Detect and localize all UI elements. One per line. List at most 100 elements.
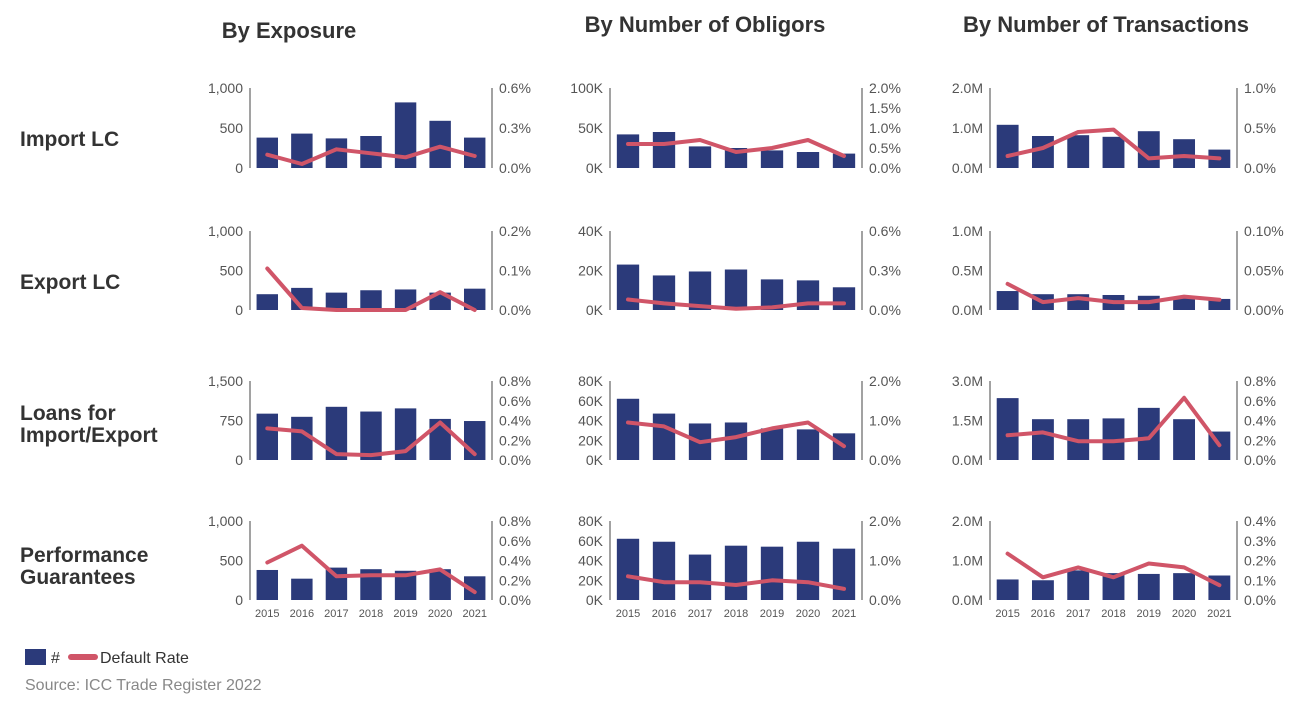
right-tick-label: 0.2% [1244, 553, 1276, 569]
bar-2018 [360, 411, 382, 460]
panel-export-lc-by-number-of-transactions: 0.0M 0.5M 1.0M 0.00% 0.05% 0.10% [952, 223, 1284, 318]
right-tick-label: 1.0% [1244, 80, 1276, 96]
bar-2020 [796, 152, 820, 168]
right-tick-label: 0.0% [499, 160, 531, 176]
left-tick-label: 0.0M [952, 452, 983, 468]
right-tick-label: 0.8% [1244, 373, 1276, 389]
right-tick-label: 0.0% [499, 302, 531, 318]
legend-bar-swatch [25, 649, 46, 665]
bar-2021 [463, 288, 486, 310]
right-tick-label: 2.0% [869, 513, 901, 529]
left-tick-label: 2.0M [952, 513, 983, 529]
bar-2021 [463, 576, 486, 600]
bar-2017 [1067, 570, 1090, 600]
x-tick-label-2019: 2019 [760, 608, 784, 620]
bar-2017 [325, 138, 348, 168]
panel-export-lc-by-exposure: 0 500 1,000 0.0% 0.1% 0.2% [208, 223, 531, 318]
left-tick-label: 0K [586, 302, 604, 318]
x-tick-label-2018: 2018 [359, 608, 383, 620]
bar-2021 [463, 137, 486, 168]
right-tick-label: 0.2% [499, 572, 531, 588]
right-tick-label: 0.2% [1244, 432, 1276, 448]
left-tick-label: 500 [220, 553, 244, 569]
bar-2016 [652, 132, 676, 168]
right-tick-label: 0.5% [869, 140, 901, 156]
panel-export-lc-by-number-of-obligors: 0K 20K 40K 0.0% 0.3% 0.6% [578, 223, 901, 318]
x-tick-label-2021: 2021 [462, 608, 486, 620]
left-tick-label: 0.0M [952, 160, 983, 176]
right-tick-label: 0.5% [1244, 120, 1276, 136]
bar-2015 [996, 398, 1019, 460]
right-tick-label: 0.1% [499, 263, 531, 279]
right-tick-label: 0.0% [1244, 592, 1276, 608]
row-label-loans-line1: Loans for [20, 402, 116, 425]
bar-2021 [1208, 298, 1231, 310]
right-tick-label: 0.0% [499, 592, 531, 608]
bar-2019 [1137, 407, 1160, 460]
right-tick-label: 0.1% [1244, 572, 1276, 588]
right-tick-label: 0.10% [1244, 223, 1284, 239]
left-tick-label: 1,000 [208, 513, 243, 529]
right-tick-label: 0.8% [499, 513, 531, 529]
bar-2020 [796, 541, 820, 600]
row-label-performance-line2: Guarantees [20, 566, 136, 589]
bar-2017 [325, 406, 348, 460]
bar-2019 [394, 102, 417, 168]
x-tick-label-2016: 2016 [1031, 608, 1055, 620]
left-tick-label: 1,000 [208, 80, 243, 96]
left-tick-label: 60K [578, 393, 604, 409]
left-tick-label: 0 [235, 160, 243, 176]
left-tick-label: 80K [578, 513, 604, 529]
bar-2016 [1031, 419, 1054, 460]
panel-loans-for-import-export-by-number-of-obligors: 0K 20K 40K 60K 80K 0.0% 1.0% 2.0% [578, 373, 901, 468]
right-tick-label: 0.4% [1244, 413, 1276, 429]
bar-2016 [291, 133, 313, 168]
panel-performance-guarantees-by-exposure: 0 500 1,000 0.0% 0.2% 0.4% 0.6% 0.8% 2015 2016 201… [208, 513, 531, 620]
bar-2020 [1173, 297, 1196, 310]
row-label-import-lc: Import LC [20, 128, 119, 151]
right-tick-label: 0.3% [1244, 533, 1276, 549]
left-tick-label: 60K [578, 533, 604, 549]
bar-2017 [325, 567, 348, 600]
bar-2017 [1067, 135, 1090, 168]
panel-import-lc-by-number-of-transactions: 0.0M 1.0M 2.0M 0.0% 0.5% 1.0% [952, 80, 1276, 176]
bar-2015 [996, 579, 1019, 600]
right-tick-label: 0.0% [499, 452, 531, 468]
x-tick-label-2017: 2017 [324, 608, 348, 620]
bar-2016 [291, 416, 313, 460]
row-label-loans-line2: Import/Export [20, 424, 158, 447]
right-tick-label: 0.00% [1244, 302, 1284, 318]
x-tick-label-2021: 2021 [832, 608, 856, 620]
x-tick-label-2021: 2021 [1207, 608, 1231, 620]
bar-2015 [616, 538, 640, 600]
right-tick-label: 0.6% [869, 223, 901, 239]
x-tick-label-2019: 2019 [1137, 608, 1161, 620]
right-tick-label: 1.0% [869, 120, 901, 136]
left-tick-label: 40K [578, 223, 604, 239]
bar-2017 [688, 271, 712, 310]
bar-2021 [832, 287, 856, 310]
x-tick-label-2017: 2017 [688, 608, 712, 620]
right-tick-label: 1.5% [869, 100, 901, 116]
bar-2016 [652, 541, 676, 600]
panel-performance-guarantees-by-number-of-transactions: 0.0M 1.0M 2.0M 0.0% 0.1% 0.2% 0.3% 0.4% 2015 2016… [952, 513, 1276, 620]
legend-bar-label: # [51, 650, 60, 667]
bar-2016 [1031, 580, 1054, 600]
column-title-transactions: By Number of Transactions [963, 12, 1249, 37]
column-title-exposure: By Exposure [222, 18, 357, 43]
x-tick-label-2017: 2017 [1066, 608, 1090, 620]
left-tick-label: 20K [578, 572, 604, 588]
bar-2015 [256, 413, 279, 460]
bar-2018 [360, 290, 382, 310]
bar-2020 [1173, 419, 1196, 460]
left-tick-label: 0.0M [952, 592, 983, 608]
left-tick-label: 0 [235, 452, 243, 468]
x-tick-label-2018: 2018 [724, 608, 748, 620]
right-tick-label: 0.6% [1244, 393, 1276, 409]
bar-2019 [760, 279, 784, 310]
left-tick-label: 80K [578, 373, 604, 389]
left-tick-label: 750 [220, 413, 244, 429]
bar-2019 [1137, 573, 1160, 600]
left-tick-label: 20K [578, 432, 604, 448]
left-tick-label: 3.0M [952, 373, 983, 389]
